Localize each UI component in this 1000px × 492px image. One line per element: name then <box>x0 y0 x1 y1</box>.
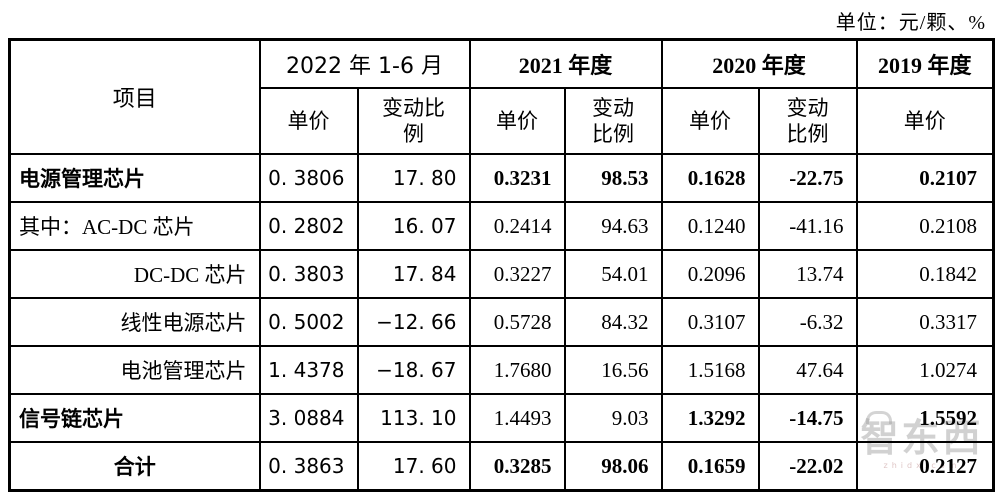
cell-2021-price: 0.5728 <box>468 297 566 347</box>
subheader-2022-price: 单价 <box>258 87 359 155</box>
subheader-2022-change: 变动比 例 <box>356 87 471 155</box>
header-sub-row: 单价 变动比 例 单价 变动 比例 单价 变动 比例 单价 <box>10 87 995 155</box>
cell-2020-price: 0.3107 <box>660 297 760 347</box>
table-row-power-mgmt: 电源管理芯片 0. 3806 17. 80 0.3231 98.53 0.162… <box>8 153 995 203</box>
cell-2020-change: 47.64 <box>757 345 858 395</box>
header-2019: 2019 年度 <box>855 38 995 89</box>
table-row-linear: 线性电源芯片 0. 5002 −12. 66 0.5728 84.32 0.31… <box>8 297 995 347</box>
table-row-total: 合计 0. 3863 17. 60 0.3285 98.06 0.1659 -2… <box>8 441 995 492</box>
cell-2020-change: 13.74 <box>757 249 858 299</box>
row-label: 其中：AC-DC 芯片 <box>8 201 261 251</box>
cell-2021-price: 0.3227 <box>468 249 566 299</box>
subheader-2020-change: 变动 比例 <box>757 87 858 155</box>
row-label: 电池管理芯片 <box>8 345 261 395</box>
table-row-acdc: 其中：AC-DC 芯片 0. 2802 16. 07 0.2414 94.63 … <box>8 201 995 251</box>
cell-2022-price: 0. 3806 <box>258 153 359 203</box>
cell-2022-change: 17. 60 <box>356 441 471 492</box>
row-label: DC-DC 芯片 <box>8 249 261 299</box>
price-table: 项目 2022 年 1-6 月 2021 年度 2020 年度 2019 年度 … <box>8 38 996 492</box>
cell-2022-change: 113. 10 <box>356 393 471 443</box>
cell-2021-change: 94.63 <box>563 201 663 251</box>
cell-2021-price: 0.2414 <box>468 201 566 251</box>
cell-2022-change: 17. 80 <box>356 153 471 203</box>
header-year-row: 项目 2022 年 1-6 月 2021 年度 2020 年度 2019 年度 <box>8 38 995 155</box>
cell-2020-price: 0.1240 <box>660 201 760 251</box>
cell-2022-change: −18. 67 <box>356 345 471 395</box>
cell-2022-price: 0. 3803 <box>258 249 359 299</box>
subheader-2020-price: 单价 <box>660 87 760 155</box>
cell-2022-price: 3. 0884 <box>258 393 359 443</box>
cell-2020-price: 1.3292 <box>660 393 760 443</box>
unit-label: 单位：元/颗、% <box>835 12 986 34</box>
cell-2019-price: 0.2107 <box>855 153 995 203</box>
row-label: 合计 <box>8 441 261 492</box>
subheader-2019-price: 单价 <box>855 87 995 155</box>
cell-2020-change: -22.02 <box>757 441 858 492</box>
cell-2020-change: -14.75 <box>757 393 858 443</box>
cell-2021-change: 98.53 <box>563 153 663 203</box>
row-label: 线性电源芯片 <box>8 297 261 347</box>
cell-2019-price: 0.2108 <box>855 201 995 251</box>
table-row-dcdc: DC-DC 芯片 0. 3803 17. 84 0.3227 54.01 0.2… <box>8 249 995 299</box>
subheader-2021-price: 单价 <box>468 87 566 155</box>
cell-2020-price: 0.1659 <box>660 441 760 492</box>
cell-2020-price: 0.2096 <box>660 249 760 299</box>
cell-2021-price: 0.3285 <box>468 441 566 492</box>
cell-2021-change: 54.01 <box>563 249 663 299</box>
cell-2021-price: 1.4493 <box>468 393 566 443</box>
header-item: 项目 <box>8 38 261 155</box>
cell-2022-price: 0. 2802 <box>258 201 359 251</box>
row-label: 电源管理芯片 <box>8 153 261 203</box>
cell-2021-change: 84.32 <box>563 297 663 347</box>
cell-2022-price: 1. 4378 <box>258 345 359 395</box>
cell-2021-change: 9.03 <box>563 393 663 443</box>
row-label: 信号链芯片 <box>8 393 261 443</box>
cell-2019-price: 1.5592 <box>855 393 995 443</box>
header-2020: 2020 年度 <box>660 38 858 89</box>
cell-2020-price: 1.5168 <box>660 345 760 395</box>
header-2021: 2021 年度 <box>468 38 663 89</box>
cell-2020-price: 0.1628 <box>660 153 760 203</box>
cell-2022-change: 16. 07 <box>356 201 471 251</box>
cell-2019-price: 1.0274 <box>855 345 995 395</box>
cell-2022-change: −12. 66 <box>356 297 471 347</box>
cell-2021-change: 16.56 <box>563 345 663 395</box>
cell-2021-price: 1.7680 <box>468 345 566 395</box>
cell-2021-change: 98.06 <box>563 441 663 492</box>
subheader-2021-change: 变动 比例 <box>563 87 663 155</box>
table-row-signal-chain: 信号链芯片 3. 0884 113. 10 1.4493 9.03 1.3292… <box>8 393 995 443</box>
cell-2022-change: 17. 84 <box>356 249 471 299</box>
cell-2019-price: 0.3317 <box>855 297 995 347</box>
cell-2019-price: 0.2127 <box>855 441 995 492</box>
header-2022: 2022 年 1-6 月 <box>258 38 471 89</box>
cell-2022-price: 0. 5002 <box>258 297 359 347</box>
cell-2019-price: 0.1842 <box>855 249 995 299</box>
table-row-battery: 电池管理芯片 1. 4378 −18. 67 1.7680 16.56 1.51… <box>8 345 995 395</box>
cell-2020-change: -22.75 <box>757 153 858 203</box>
cell-2020-change: -6.32 <box>757 297 858 347</box>
cell-2021-price: 0.3231 <box>468 153 566 203</box>
cell-2022-price: 0. 3863 <box>258 441 359 492</box>
cell-2020-change: -41.16 <box>757 201 858 251</box>
